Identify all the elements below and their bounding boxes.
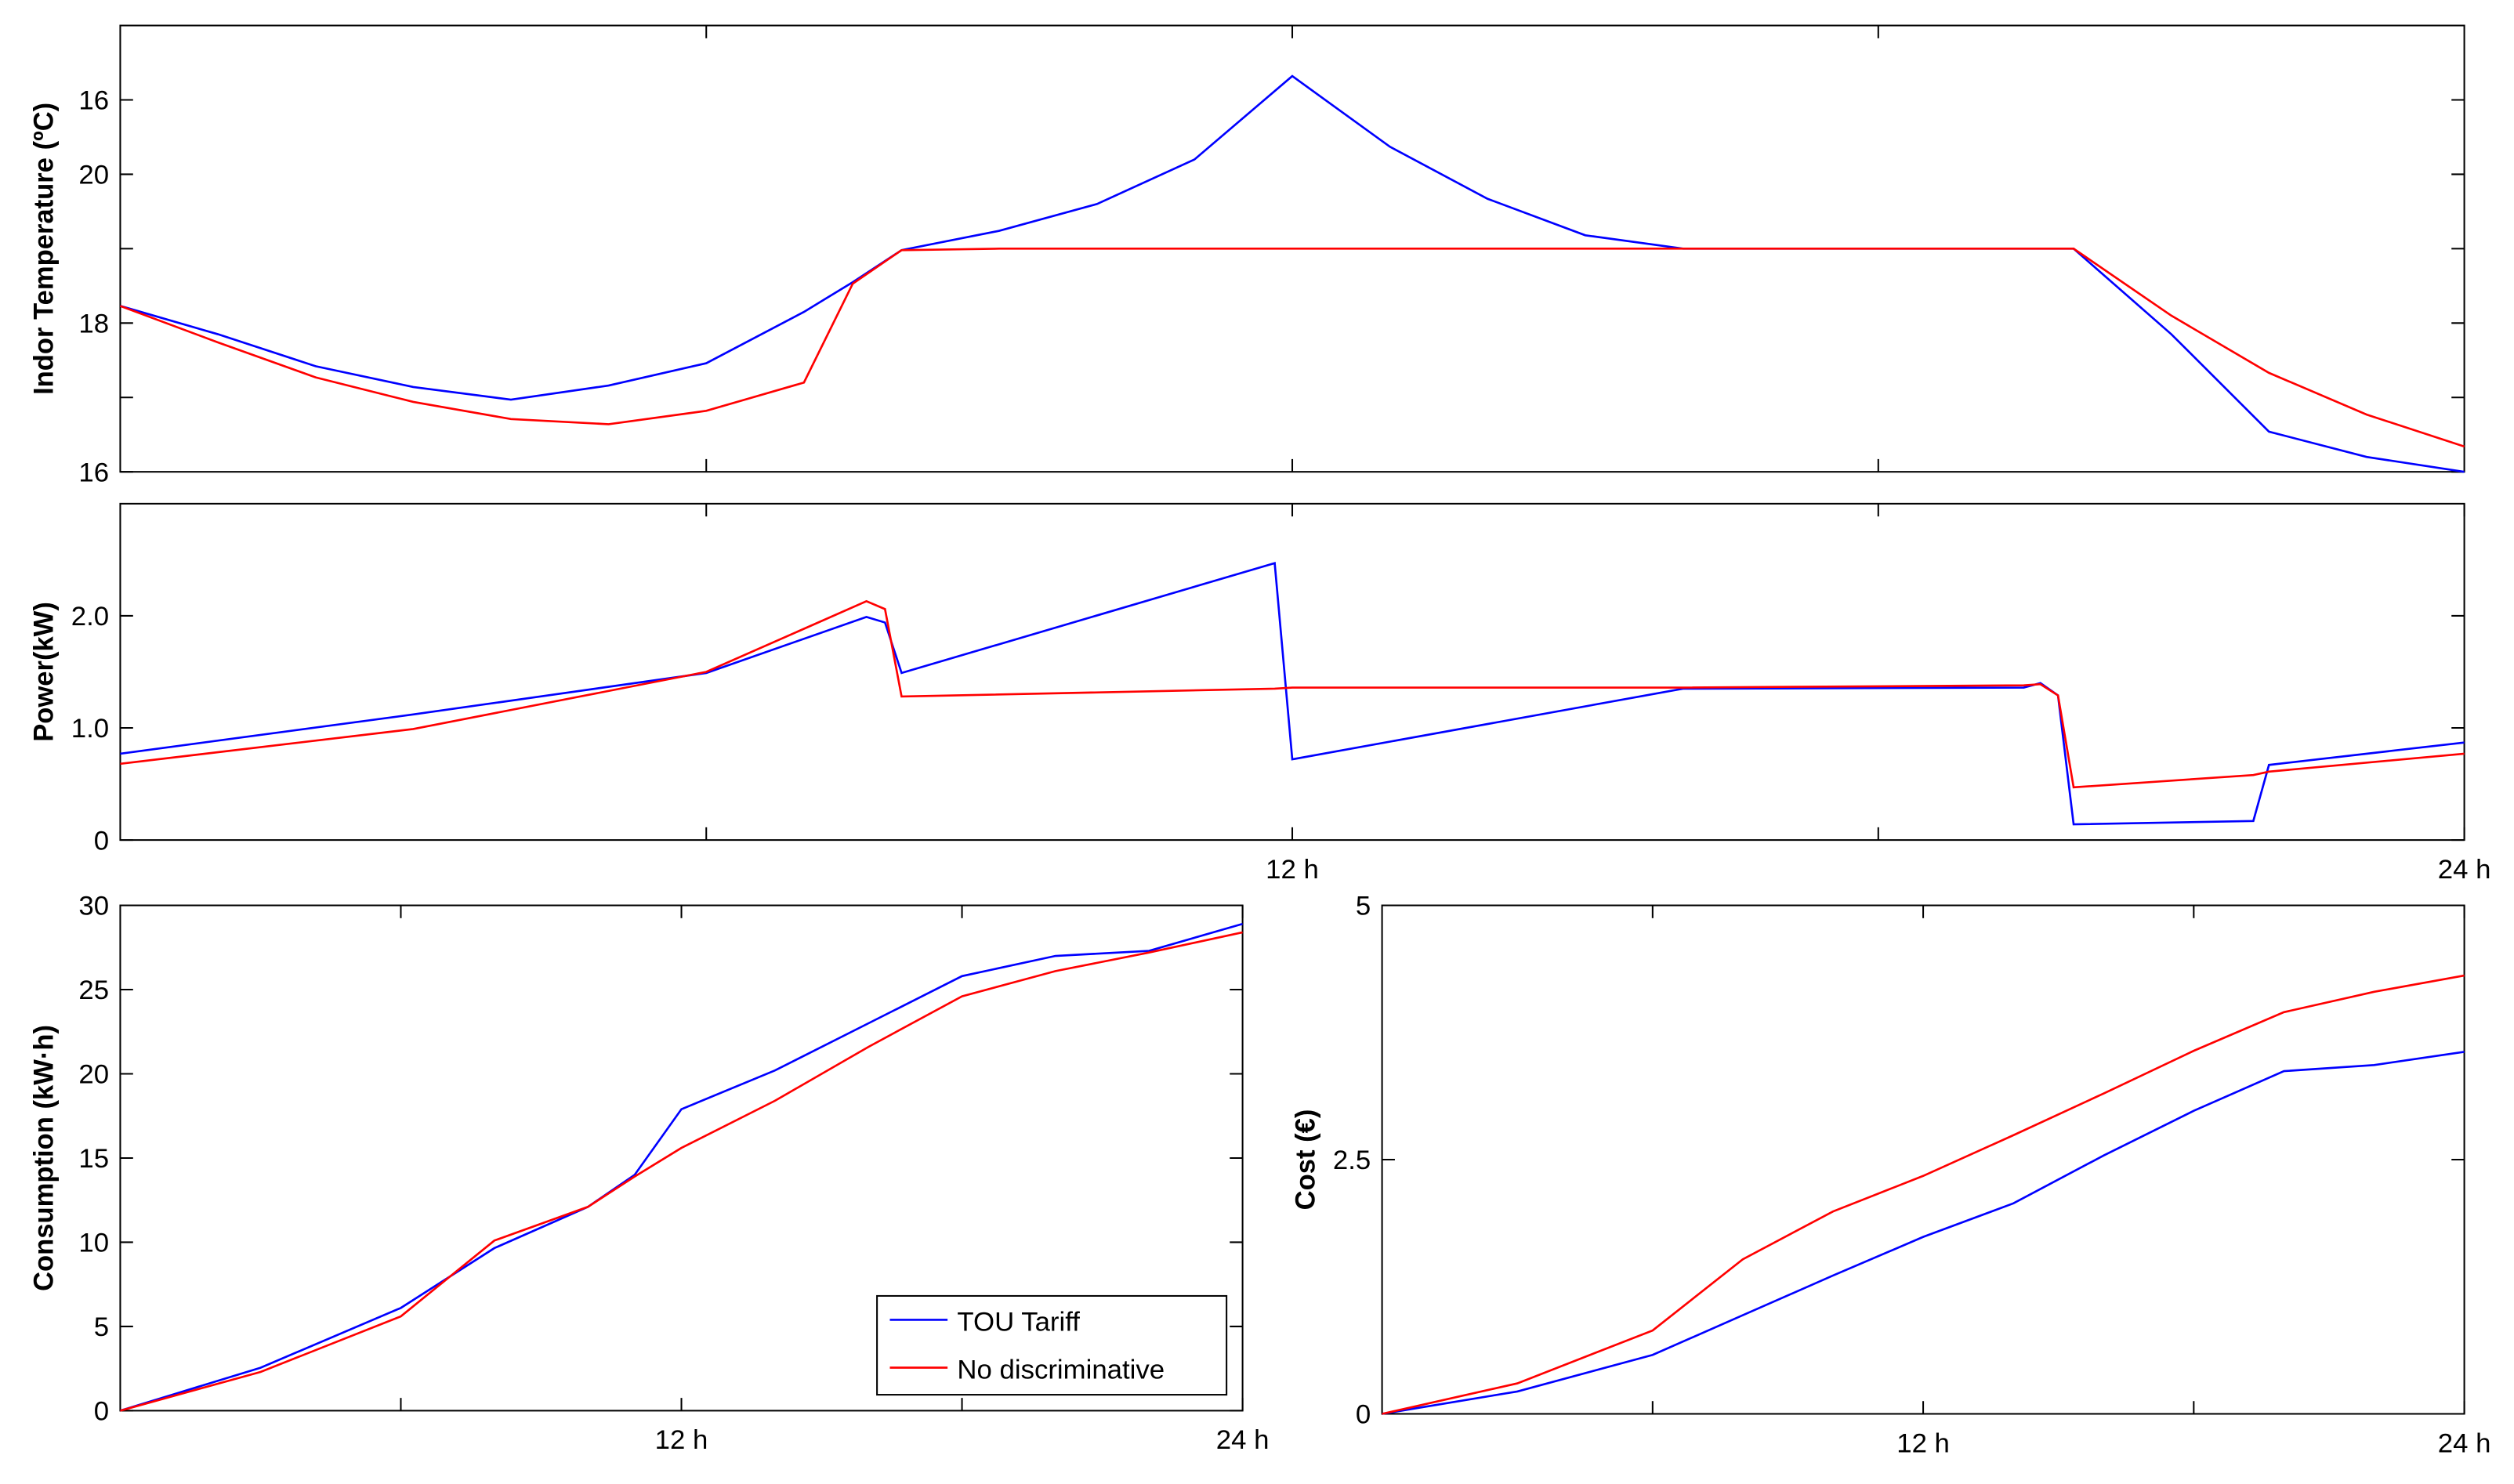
y-axis-label: Consumption (kW·h) xyxy=(29,1025,59,1291)
data-line xyxy=(120,561,2465,826)
y-tick-label: 2.0 xyxy=(71,602,109,632)
x-tick-label: 24 h xyxy=(2438,855,2491,885)
y-tick-label: 30 xyxy=(78,892,109,921)
data-line xyxy=(120,922,1243,1412)
y-tick-label: 25 xyxy=(78,975,109,1005)
x-tick-label: 12 h xyxy=(1266,855,1319,885)
y-tick-label: 10 xyxy=(78,1229,109,1258)
y-tick-label: 1.0 xyxy=(71,714,109,744)
x-tick-label: 12 h xyxy=(655,1425,708,1455)
y-tick-label: 5 xyxy=(94,1312,109,1342)
legend-label: TOU Tariff xyxy=(957,1308,1080,1337)
y-tick-label: 0 xyxy=(94,1397,109,1427)
y-axis-label: Indor Temperature (ºC) xyxy=(29,103,59,395)
y-tick-label: 0 xyxy=(94,826,109,856)
data-line xyxy=(120,599,2465,789)
data-line xyxy=(120,74,2465,473)
x-tick-label: 24 h xyxy=(1216,1425,1270,1455)
y-tick-label: 0 xyxy=(1356,1400,1371,1430)
y-axis-label: Power(kW) xyxy=(29,602,59,742)
y-tick-label: 20 xyxy=(78,161,109,190)
y-tick-label: 2.5 xyxy=(1333,1146,1371,1175)
y-tick-label: 18 xyxy=(78,309,109,339)
data-line xyxy=(1382,974,2465,1415)
y-tick-label: 16 xyxy=(78,86,109,116)
data-line xyxy=(119,248,2465,448)
data-line xyxy=(120,931,1243,1412)
y-tick-label: 16 xyxy=(78,458,109,487)
y-axis-label: Cost (€) xyxy=(1291,1109,1321,1211)
legend-label: No discriminative xyxy=(957,1356,1165,1385)
y-tick-label: 15 xyxy=(78,1144,109,1174)
x-tick-label: 24 h xyxy=(2438,1428,2491,1458)
y-tick-label: 5 xyxy=(1356,892,1371,921)
x-tick-label: 12 h xyxy=(1896,1428,1950,1458)
data-line xyxy=(1382,1051,2465,1415)
y-tick-label: 20 xyxy=(78,1060,109,1090)
legend-box xyxy=(876,1294,1228,1396)
